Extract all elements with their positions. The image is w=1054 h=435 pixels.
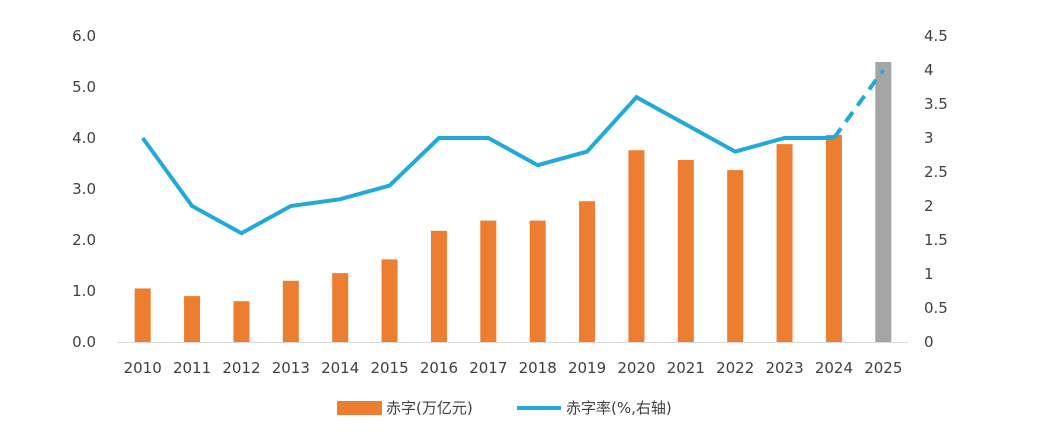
x-tick-label: 2018 [519,359,557,377]
bar-2016 [430,230,447,342]
left-y-tick-label: 6.0 [72,27,96,45]
bar-2011 [184,296,201,342]
x-tick-label: 2014 [321,359,359,377]
x-tick-label: 2011 [173,359,211,377]
x-tick-label: 2020 [617,359,655,377]
bar-2019 [579,201,596,342]
x-axis: 2010 2011 2012 2013 2014 2015 2016 2017 2018 2019… [118,342,908,377]
legend-label-deficit-rate: 赤字率(%,右轴) [566,399,672,417]
x-tick-label: 2022 [716,359,754,377]
bar-2024 [825,134,842,342]
right-y-tick-label: 1.5 [924,231,948,249]
right-y-tick-label: 2.5 [924,163,948,181]
right-y-axis: 0 0.5 1 1.5 2 2.5 3 3.5 4 4.5 [924,27,948,351]
x-tick-label: 2013 [272,359,310,377]
bar-2023 [776,144,793,342]
bar-2015 [381,259,398,342]
x-tick-label: 2015 [370,359,408,377]
deficit-rate-line-solid [141,94,834,236]
bar-2025 [875,62,892,342]
deficit-rate-line-forecast [832,68,885,140]
right-y-tick-label: 4.5 [924,27,948,45]
bar-2013 [282,280,299,342]
bar-2010 [134,288,151,342]
right-y-tick-label: 4 [924,61,934,79]
right-y-tick-label: 0.5 [924,299,948,317]
right-y-tick-label: 1 [924,265,934,283]
line-series [141,68,885,236]
bar-2017 [480,220,497,342]
x-tick-label: 2017 [469,359,507,377]
x-tick-label: 2019 [568,359,606,377]
bar-2014 [332,273,349,342]
bar-2018 [529,220,546,342]
x-tick-label: 2010 [124,359,162,377]
left-y-tick-label: 1.0 [72,282,96,300]
legend-label-deficit: 赤字(万亿元) [386,399,473,417]
bar-2020 [628,150,645,342]
bar-2021 [677,159,694,342]
x-tick-label: 2023 [765,359,803,377]
bar-series [134,62,892,342]
left-y-tick-label: 5.0 [72,78,96,96]
right-y-tick-label: 0 [924,333,934,351]
left-y-tick-label: 2.0 [72,231,96,249]
right-y-tick-label: 2 [924,197,934,215]
bar-2012 [233,301,250,342]
left-y-tick-label: 3.0 [72,180,96,198]
legend-swatch-deficit [337,401,382,415]
x-tick-label: 2025 [864,359,902,377]
right-y-tick-label: 3.5 [924,95,948,113]
right-y-tick-label: 3 [924,129,934,147]
left-y-tick-label: 4.0 [72,129,96,147]
x-tick-label: 2012 [222,359,260,377]
x-tick-label: 2021 [667,359,705,377]
x-tick-label: 2024 [815,359,853,377]
legend: 赤字(万亿元) 赤字率(%,右轴) [337,399,672,417]
x-tick-label: 2016 [420,359,458,377]
bar-2022 [727,170,744,342]
left-y-axis: 0.0 1.0 2.0 3.0 4.0 5.0 6.0 [72,27,96,351]
left-y-tick-label: 0.0 [72,333,96,351]
